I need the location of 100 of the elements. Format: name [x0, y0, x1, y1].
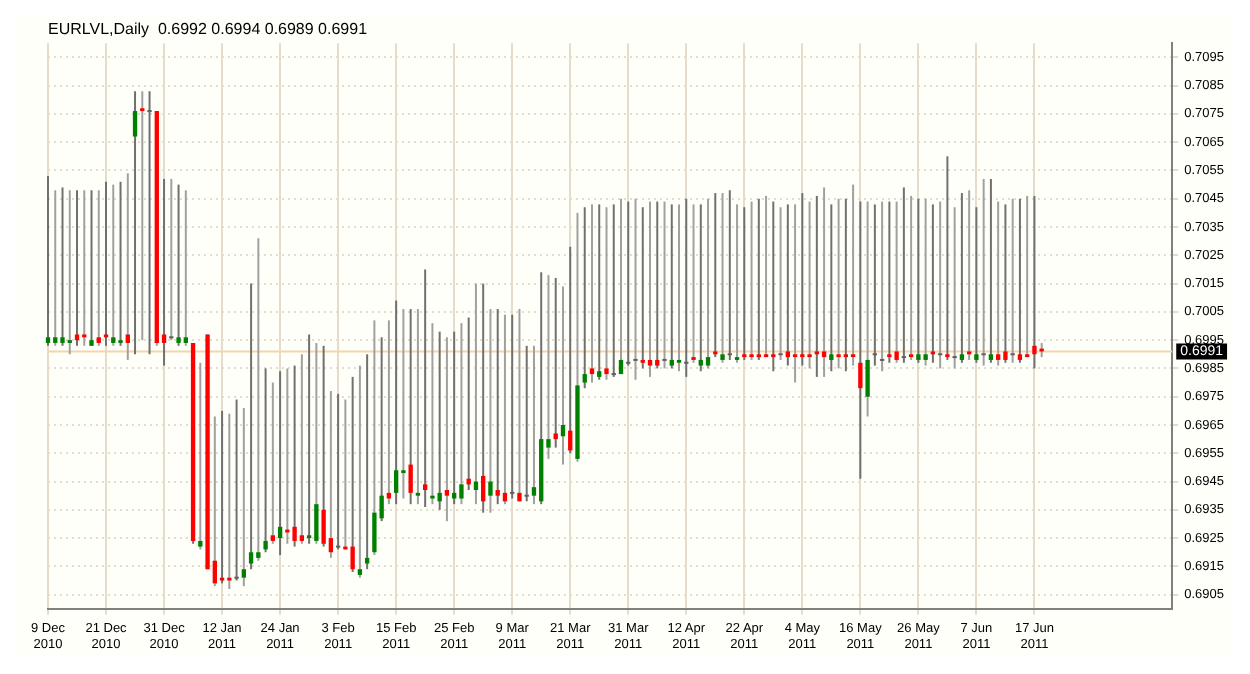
candlestick — [452, 330, 457, 506]
candlestick — [655, 200, 660, 370]
candlestick — [314, 341, 319, 545]
candlestick — [241, 407, 247, 588]
candlestick — [713, 192, 718, 359]
candlestick — [183, 189, 188, 347]
candlestick — [698, 203, 703, 373]
candlestick — [256, 237, 261, 562]
candlestick — [1009, 197, 1016, 364]
candlestick — [89, 189, 94, 347]
candlestick — [350, 375, 355, 574]
candlestick — [814, 194, 820, 378]
candlestick — [945, 155, 950, 361]
candlestick — [995, 200, 1001, 367]
candlestick — [916, 197, 921, 364]
candlestick — [103, 180, 109, 347]
candlestick — [792, 203, 798, 384]
candlestick — [357, 364, 363, 579]
candlestick — [865, 200, 870, 418]
candlestick — [140, 90, 145, 342]
candlestick — [481, 282, 486, 514]
candlestick — [843, 197, 849, 373]
candlestick — [771, 200, 776, 373]
candlestick — [328, 390, 334, 559]
candlestick — [146, 90, 153, 356]
candlestick — [553, 276, 558, 449]
candlestick — [640, 206, 645, 370]
candlestick — [488, 308, 493, 514]
candlestick — [198, 361, 203, 551]
candlestick — [96, 189, 101, 347]
candlestick — [437, 330, 442, 511]
candlestick — [966, 189, 972, 361]
candlestick — [800, 192, 805, 367]
candlestick — [669, 203, 674, 370]
candlestick — [618, 197, 624, 376]
candlestick — [430, 322, 435, 506]
candlestick — [364, 353, 370, 571]
candlestick — [742, 206, 747, 361]
candlestick — [597, 203, 602, 381]
candlestick — [749, 200, 754, 361]
candlestick — [923, 197, 928, 367]
candlestick — [415, 308, 421, 506]
candlestick — [661, 200, 668, 370]
candlestick — [930, 203, 936, 364]
candlestick — [951, 206, 958, 370]
candlestick — [785, 203, 790, 367]
candlestick — [894, 200, 899, 364]
candlestick — [248, 282, 254, 571]
candlestick — [263, 367, 268, 554]
candlestick — [777, 206, 784, 361]
candlestick — [691, 203, 696, 364]
candlestick — [836, 197, 841, 370]
candlestick — [1003, 203, 1008, 364]
candlestick — [850, 183, 856, 367]
candlestick — [974, 206, 979, 364]
candlestick — [647, 200, 653, 378]
candlestick — [1032, 194, 1037, 370]
candlestick — [988, 177, 994, 364]
candlestick — [517, 308, 522, 503]
candlestick — [705, 197, 711, 370]
candlestick — [763, 194, 769, 359]
candlestick — [560, 285, 566, 466]
candlestick — [306, 333, 312, 545]
candlestick — [1025, 194, 1030, 359]
candlestick — [321, 344, 326, 548]
candlestick — [720, 192, 725, 364]
candlestick — [45, 175, 51, 347]
candlestick — [887, 200, 892, 364]
candlestick — [176, 183, 181, 347]
candlestick — [604, 206, 609, 381]
candlestick — [459, 322, 464, 506]
candlestick — [53, 189, 58, 347]
candlestick — [219, 409, 225, 585]
candlestick — [270, 381, 276, 545]
candlestick — [408, 308, 413, 506]
candlestick — [495, 308, 500, 506]
candlestick — [959, 192, 965, 364]
candlestick — [277, 370, 283, 557]
candlestick — [386, 319, 392, 506]
candlestick — [422, 268, 428, 508]
candlestick — [233, 398, 240, 582]
candlestick — [1017, 197, 1023, 364]
candlestick — [118, 180, 123, 347]
candlestick — [756, 197, 761, 361]
candlestick — [829, 203, 834, 373]
candlestick — [67, 189, 72, 356]
candlestick — [980, 177, 987, 367]
candlestick — [807, 200, 812, 370]
candlestick — [589, 203, 595, 384]
candlestick — [582, 206, 587, 390]
candlestick — [821, 186, 827, 378]
candlestick — [531, 344, 537, 506]
candlestick — [676, 203, 682, 373]
candlestick — [734, 203, 740, 364]
candlestick — [444, 336, 450, 523]
candlestick — [60, 186, 65, 347]
candlestick — [372, 319, 377, 557]
candlestick — [132, 90, 138, 356]
candlestick — [227, 412, 232, 590]
candlestick — [74, 189, 80, 347]
